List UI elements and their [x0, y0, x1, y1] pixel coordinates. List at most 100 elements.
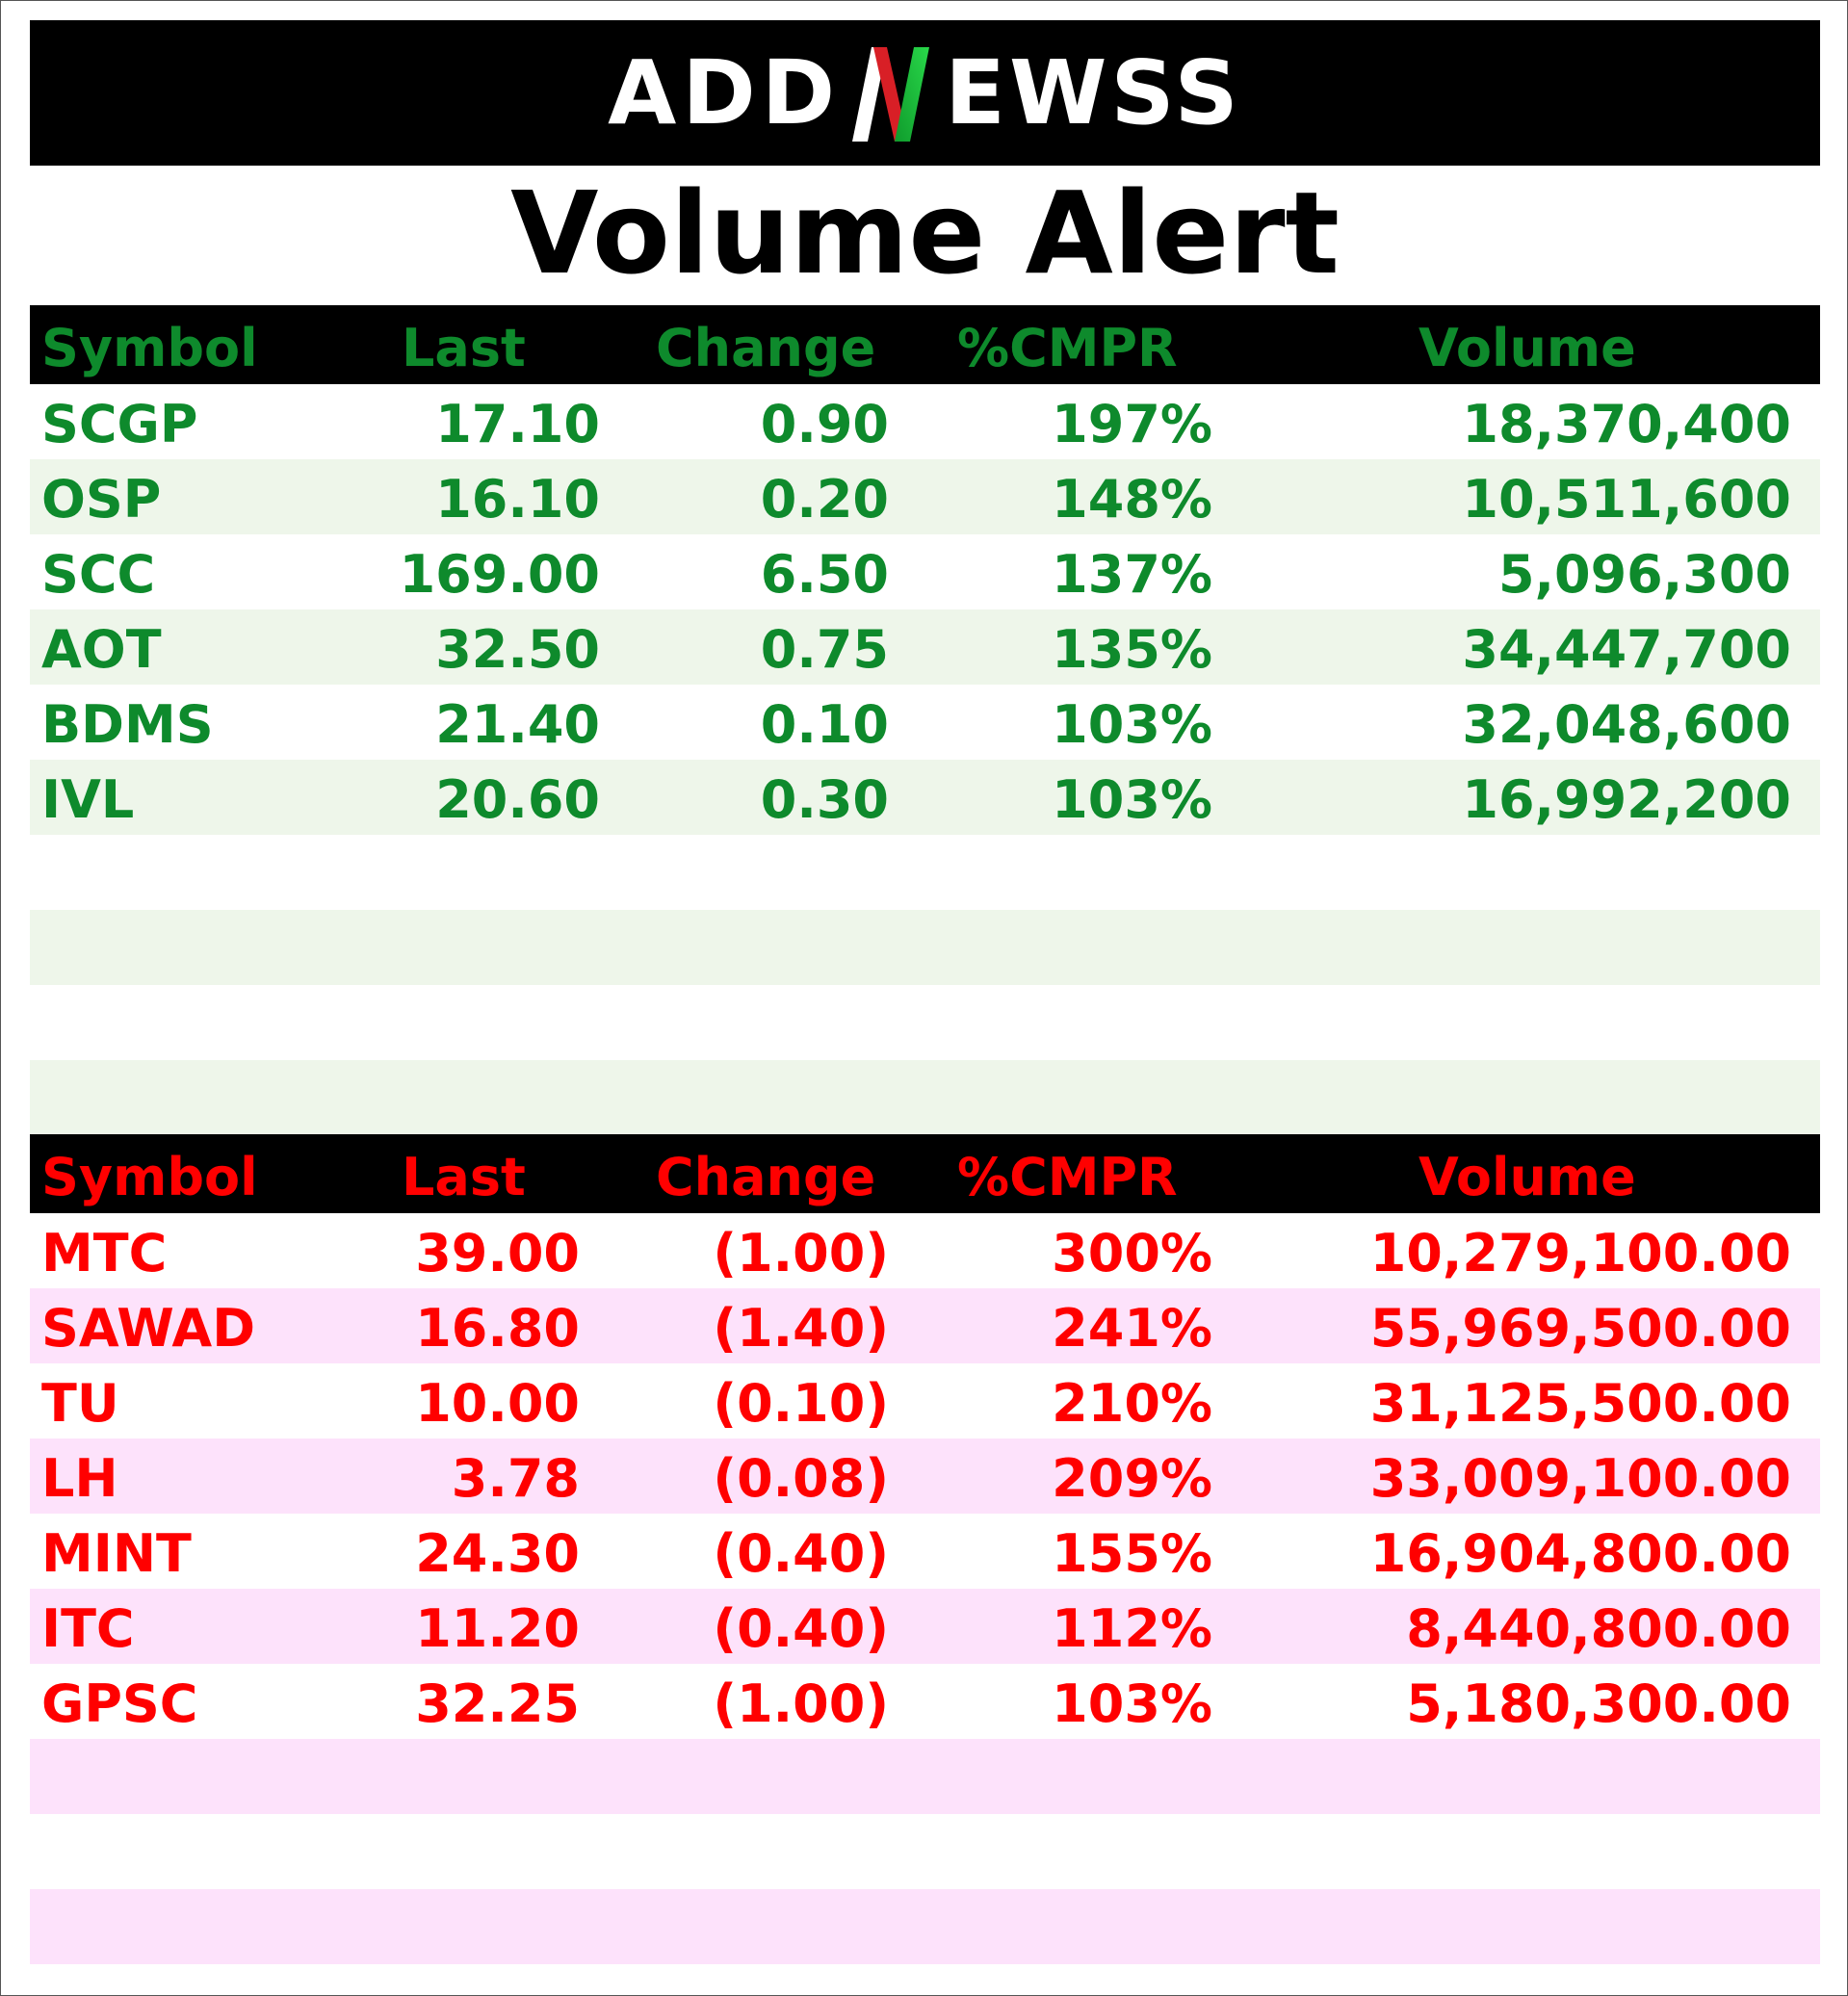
table-row: BDMS 21.40 0.10 103% 32,048,600 — [30, 685, 1820, 760]
cmpr-cell: 103% — [1052, 769, 1212, 830]
last-cell: 3.78 — [451, 1448, 580, 1509]
header-volume: Volume — [1419, 1147, 1636, 1207]
symbol-cell: ITC — [41, 1598, 135, 1659]
symbol-cell: GPSC — [41, 1673, 198, 1734]
change-cell: (0.40) — [713, 1598, 889, 1659]
symbol-cell: TU — [41, 1373, 119, 1434]
last-cell: 10.00 — [415, 1373, 580, 1434]
header-volume: Volume — [1419, 318, 1636, 378]
gainers-body: SCGP 17.10 0.90 197% 18,370,400 OSP 16.10 0.20 1… — [30, 384, 1820, 1135]
change-cell: 0.20 — [760, 469, 889, 530]
volume-cell: 18,370,400 — [1462, 394, 1791, 454]
symbol-cell: LH — [41, 1448, 118, 1509]
table-row: AOT 32.50 0.75 135% 34,447,700 — [30, 609, 1820, 685]
table-row — [30, 910, 1820, 985]
last-cell: 24.30 — [415, 1523, 580, 1584]
table-row — [30, 1889, 1820, 1964]
change-cell: 0.75 — [760, 619, 889, 680]
table-row: MINT 24.30 (0.40) 155% 16,904,800.00 — [30, 1514, 1820, 1589]
volume-cell: 10,279,100.00 — [1369, 1223, 1791, 1283]
cmpr-cell: 209% — [1052, 1448, 1212, 1509]
change-cell: (0.40) — [713, 1523, 889, 1584]
cmpr-cell: 210% — [1052, 1373, 1212, 1434]
losers-table: Symbol Last Change %CMPR Volume MTC 39.00… — [30, 1134, 1820, 1964]
addnewss-logo: ADD EWSS — [608, 36, 1242, 151]
change-cell: 0.30 — [760, 769, 889, 830]
last-cell: 169.00 — [399, 544, 600, 605]
cmpr-cell: 300% — [1052, 1223, 1212, 1283]
table-row — [30, 835, 1820, 910]
symbol-cell: MINT — [41, 1523, 192, 1584]
volume-cell: 16,904,800.00 — [1369, 1523, 1791, 1584]
change-cell: (1.00) — [713, 1673, 889, 1734]
symbol-cell: IVL — [41, 769, 135, 830]
change-cell: (1.40) — [713, 1298, 889, 1359]
cmpr-cell: 148% — [1052, 469, 1212, 530]
table-row: TU 10.00 (0.10) 210% 31,125,500.00 — [30, 1363, 1820, 1439]
page-title: Volume Alert — [510, 167, 1340, 299]
symbol-cell: OSP — [41, 469, 162, 530]
last-cell: 11.20 — [415, 1598, 580, 1659]
cmpr-cell: 137% — [1052, 544, 1212, 605]
logo-text-right: EWSS — [945, 41, 1242, 144]
volume-cell: 10,511,600 — [1462, 469, 1791, 530]
table-row: SCGP 17.10 0.90 197% 18,370,400 — [30, 384, 1820, 459]
logo-text-left: ADD — [608, 41, 842, 144]
cmpr-cell: 241% — [1052, 1298, 1212, 1359]
last-cell: 21.40 — [435, 694, 600, 755]
cmpr-cell: 112% — [1052, 1598, 1212, 1659]
table-row — [30, 985, 1820, 1060]
header-change: Change — [656, 1147, 876, 1207]
volume-cell: 5,180,300.00 — [1406, 1673, 1791, 1734]
last-cell: 32.25 — [415, 1673, 580, 1734]
table-row — [30, 1814, 1820, 1889]
table-row: IVL 20.60 0.30 103% 16,992,200 — [30, 760, 1820, 835]
last-cell: 20.60 — [435, 769, 600, 830]
gainers-table: Symbol Last Change %CMPR Volume SCGP 17.1… — [30, 305, 1820, 1135]
change-cell: 0.10 — [760, 694, 889, 755]
last-cell: 39.00 — [415, 1223, 580, 1283]
volume-cell: 8,440,800.00 — [1406, 1598, 1791, 1659]
volume-cell: 34,447,700 — [1462, 619, 1791, 680]
table-row — [30, 1060, 1820, 1135]
change-cell: (1.00) — [713, 1223, 889, 1283]
header-symbol: Symbol — [41, 1147, 258, 1207]
cmpr-cell: 135% — [1052, 619, 1212, 680]
volume-cell: 31,125,500.00 — [1369, 1373, 1791, 1434]
cmpr-cell: 103% — [1052, 1673, 1212, 1734]
table-row: MTC 39.00 (1.00) 300% 10,279,100.00 — [30, 1213, 1820, 1288]
cmpr-cell: 197% — [1052, 394, 1212, 454]
logo-n-mark-icon — [852, 46, 930, 142]
symbol-cell: SCGP — [41, 394, 198, 454]
symbol-cell: AOT — [41, 619, 162, 680]
change-cell: (0.08) — [713, 1448, 889, 1509]
header-change: Change — [656, 318, 876, 378]
volume-cell: 55,969,500.00 — [1369, 1298, 1791, 1359]
volume-cell: 16,992,200 — [1462, 769, 1791, 830]
losers-header-row: Symbol Last Change %CMPR Volume — [30, 1134, 1820, 1213]
header-symbol: Symbol — [41, 318, 258, 378]
last-cell: 16.80 — [415, 1298, 580, 1359]
volume-cell: 33,009,100.00 — [1369, 1448, 1791, 1509]
last-cell: 16.10 — [435, 469, 600, 530]
gainers-header-row: Symbol Last Change %CMPR Volume — [30, 305, 1820, 384]
cmpr-cell: 103% — [1052, 694, 1212, 755]
header-cmpr: %CMPR — [957, 318, 1178, 378]
header-cmpr: %CMPR — [957, 1147, 1178, 1207]
change-cell: 6.50 — [760, 544, 889, 605]
brand-banner: ADD EWSS — [30, 20, 1820, 166]
symbol-cell: BDMS — [41, 694, 214, 755]
losers-body: MTC 39.00 (1.00) 300% 10,279,100.00 SAWAD 16.8… — [30, 1213, 1820, 1964]
volume-cell: 32,048,600 — [1462, 694, 1791, 755]
last-cell: 32.50 — [435, 619, 600, 680]
table-row: GPSC 32.25 (1.00) 103% 5,180,300.00 — [30, 1664, 1820, 1739]
header-last: Last — [402, 318, 526, 378]
change-cell: 0.90 — [760, 394, 889, 454]
table-row: SAWAD 16.80 (1.40) 241% 55,969,500.00 — [30, 1288, 1820, 1363]
table-row: LH 3.78 (0.08) 209% 33,009,100.00 — [30, 1439, 1820, 1514]
table-row: OSP 16.10 0.20 148% 10,511,600 — [30, 459, 1820, 534]
symbol-cell: SCC — [41, 544, 156, 605]
symbol-cell: SAWAD — [41, 1298, 256, 1359]
cmpr-cell: 155% — [1052, 1523, 1212, 1584]
